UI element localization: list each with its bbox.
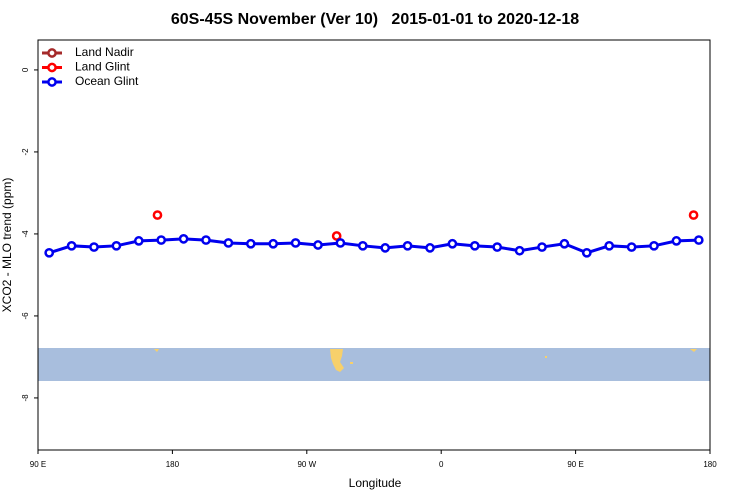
legend-marker — [47, 62, 57, 73]
point — [380, 243, 391, 253]
point — [693, 235, 704, 245]
y-tick-label: -2 — [21, 148, 30, 156]
point — [581, 247, 592, 258]
point — [245, 238, 256, 249]
land — [690, 349, 697, 352]
legend-marker — [47, 48, 57, 58]
ocean-band — [38, 348, 710, 381]
point — [604, 240, 615, 251]
chart-title: 60S-45S November (Ver 10) 2015-01-01 to … — [171, 11, 579, 28]
y-tick-label: -6 — [21, 312, 30, 320]
point — [44, 247, 55, 258]
map-strip — [38, 348, 710, 381]
x-tick-label: 90 E — [30, 460, 46, 469]
land — [350, 362, 353, 364]
point — [425, 243, 435, 253]
point — [223, 238, 234, 248]
legend-label: Land Glint — [75, 60, 130, 74]
point — [492, 242, 503, 252]
x-tick-label: 90 W — [297, 460, 316, 469]
y-axis-label: XCO2 - MLO trend (ppm) — [0, 178, 14, 313]
x-tick-label: 180 — [166, 460, 180, 469]
point — [649, 240, 659, 251]
point — [671, 236, 682, 246]
point — [178, 234, 189, 244]
land — [545, 356, 547, 358]
point — [201, 235, 211, 245]
series-line — [48, 237, 699, 255]
point — [290, 238, 301, 248]
point — [331, 231, 342, 241]
point — [152, 210, 163, 220]
plot-frame — [37, 39, 711, 451]
y-tick-label: -8 — [21, 394, 30, 402]
x-tick-label: 0 — [439, 460, 444, 469]
series — [152, 210, 699, 241]
legend-label: Land Nadir — [75, 45, 134, 59]
x-tick-label: 180 — [703, 460, 717, 469]
point — [313, 240, 323, 250]
point — [89, 242, 99, 252]
legend-marker — [47, 77, 57, 87]
point — [559, 238, 570, 249]
point — [111, 240, 122, 251]
land — [330, 349, 344, 372]
point — [268, 238, 279, 249]
point — [514, 245, 525, 256]
point — [133, 236, 144, 246]
y-tick-label: 0 — [21, 67, 30, 72]
legend-label: Ocean Glint — [75, 74, 139, 88]
point — [357, 240, 368, 251]
point — [537, 242, 547, 252]
x-tick-label: 90 E — [567, 460, 583, 469]
point — [626, 242, 637, 252]
land — [154, 349, 159, 352]
point — [66, 240, 77, 251]
series — [44, 234, 704, 258]
point — [156, 235, 167, 245]
point — [335, 238, 346, 248]
y-tick-label: -4 — [21, 230, 30, 238]
x-axis-label: Longitude — [349, 476, 402, 490]
point — [447, 238, 458, 249]
point — [469, 240, 480, 251]
point — [688, 210, 699, 220]
point — [402, 240, 413, 251]
